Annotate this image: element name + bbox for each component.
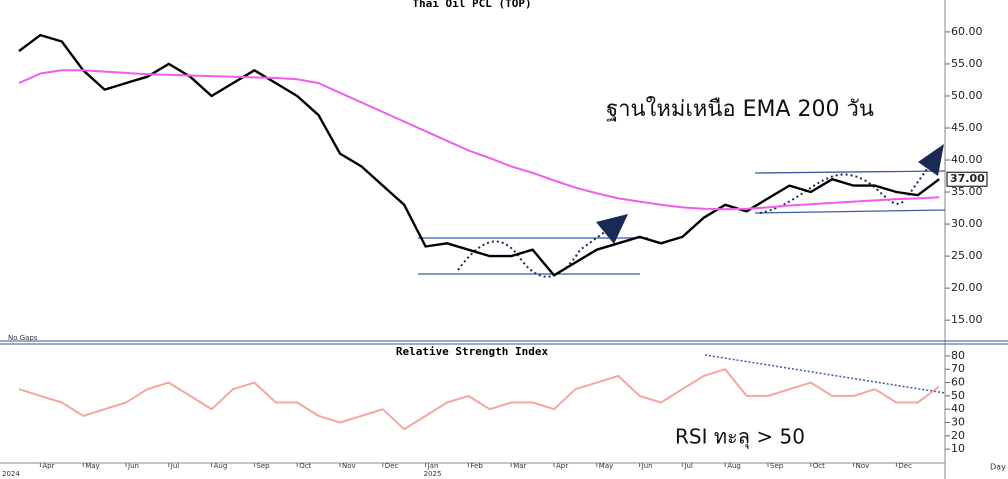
x-tick-label: Aug <box>214 462 228 470</box>
x-tick-label: Oct <box>813 462 825 470</box>
x-axis-label: Day <box>990 463 1006 472</box>
x-tick-label: May <box>85 462 99 470</box>
y-tick-label: 50.00 <box>951 89 983 102</box>
note: No Gaps <box>8 334 38 342</box>
x-tick-label: Apr <box>42 462 54 470</box>
x-tick-label: May <box>599 462 613 470</box>
chart-title: Thai Oil PCL (TOP) <box>412 0 531 10</box>
annotation: ฐานใหม่เหนือ EMA 200 วัน <box>606 96 874 122</box>
y-tick-label: 50 <box>951 389 965 402</box>
y-tick-label: 40 <box>951 402 965 415</box>
y-tick-label: 30 <box>951 416 965 429</box>
x-tick-label: Jun <box>641 462 653 470</box>
year-label: 2024 <box>2 470 20 478</box>
y-tick-label: 40.00 <box>951 153 983 166</box>
series-line <box>18 69 940 211</box>
series-line <box>18 368 940 431</box>
series-line <box>18 33 940 277</box>
channel-line <box>754 170 946 174</box>
y-tick-label: 10 <box>951 442 965 455</box>
y-tick-label: 60 <box>951 376 965 389</box>
last-price-box <box>946 171 988 187</box>
x-tick-label: Sep <box>770 462 784 470</box>
x-tick-label: Feb <box>470 462 483 470</box>
arrow-head <box>918 144 944 176</box>
y-tick-label: 15.00 <box>951 313 983 326</box>
annotation: RSI ทะลุ > 50 <box>675 425 805 450</box>
arrow-head <box>596 214 628 244</box>
x-tick-label: Mar <box>513 462 526 470</box>
x-tick-label: Dec <box>898 462 912 470</box>
y-tick-label: 80 <box>951 349 965 362</box>
y-tick-label: 55.00 <box>951 57 983 70</box>
x-tick-label: Dec <box>385 462 399 470</box>
y-tick-label: 70 <box>951 362 965 375</box>
y-tick-label: 45.00 <box>951 121 983 134</box>
x-tick-label: Jul <box>683 462 693 470</box>
y-tick-label: 20 <box>951 429 965 442</box>
x-tick-label: Nov <box>342 462 356 470</box>
last-price-label: 37.00 <box>950 172 985 185</box>
chart-title: Relative Strength Index <box>396 345 549 358</box>
x-tick-label: Jan <box>427 462 439 470</box>
x-tick-label: Oct <box>299 462 311 470</box>
year-label: 2025 <box>424 470 442 478</box>
y-tick-label: 25.00 <box>951 249 983 262</box>
x-tick-label: Jun <box>127 462 139 470</box>
x-tick-label: Nov <box>856 462 870 470</box>
y-tick-label: 30.00 <box>951 217 983 230</box>
trend-line <box>704 354 946 394</box>
x-tick-label: Aug <box>727 462 741 470</box>
y-tick-label: 60.00 <box>951 25 983 38</box>
y-tick-label: 20.00 <box>951 281 983 294</box>
x-tick-label: Sep <box>256 462 270 470</box>
x-tick-label: Apr <box>556 462 568 470</box>
x-tick-label: Jul <box>170 462 180 470</box>
channel-line <box>754 209 946 214</box>
y-tick-label: 35.00 <box>951 185 983 198</box>
